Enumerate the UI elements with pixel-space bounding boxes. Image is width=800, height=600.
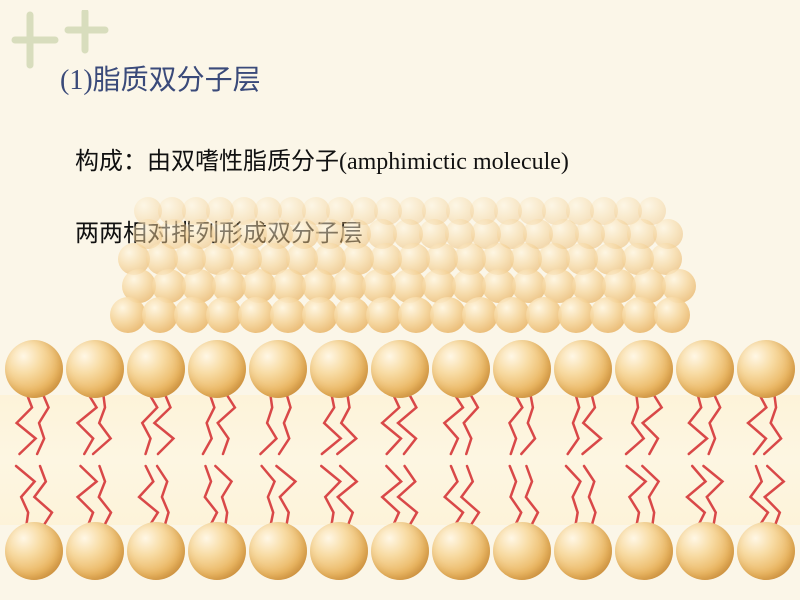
lipid-head-bottom — [737, 522, 795, 580]
lipid-tail — [203, 392, 214, 454]
lipid-head-top — [737, 340, 795, 398]
lipid-tail — [260, 392, 276, 454]
lipid-tail — [566, 466, 580, 528]
lipid-head-bottom — [249, 522, 307, 580]
lipid-head-top — [310, 340, 368, 398]
lipid-tail — [34, 466, 52, 528]
top-head-row — [0, 340, 800, 398]
lipid-head-top — [554, 340, 612, 398]
lipid-head-bottom — [493, 522, 551, 580]
decoration-cross-2 — [68, 12, 105, 50]
lipid-tail — [218, 392, 235, 454]
lipid-head-bottom — [676, 522, 734, 580]
lipid-tail — [337, 392, 356, 454]
lipid-tail — [464, 392, 478, 454]
lipid-tail — [398, 392, 416, 454]
lipid-head-bottom — [432, 522, 490, 580]
lipid-tail — [154, 392, 173, 454]
lipid-tail — [139, 466, 158, 528]
lipid-tail — [509, 392, 522, 454]
lipid-tail — [93, 392, 111, 454]
lipid-tail — [689, 392, 707, 454]
lipid-head-bottom — [127, 522, 185, 580]
lipid-head-top — [5, 340, 63, 398]
lipid-tail — [444, 392, 463, 454]
lipid-tail — [748, 392, 766, 454]
decoration-cross-1 — [15, 15, 55, 65]
lipid-tail — [709, 392, 720, 454]
lipid-tail — [703, 466, 722, 528]
lipid-head-bottom — [371, 522, 429, 580]
lipid-head-top — [493, 340, 551, 398]
lipid-tail — [78, 466, 97, 528]
lipid-head-bottom — [310, 522, 368, 580]
lipid-tail — [322, 392, 341, 454]
lipid-tail — [99, 466, 111, 528]
lipid-tail — [526, 466, 538, 528]
lipid-tail — [764, 392, 781, 454]
lipid-tail — [642, 466, 658, 528]
lipid-tail — [568, 392, 579, 454]
lipid-head-top — [66, 340, 124, 398]
lipid-tail — [765, 466, 784, 528]
lipid-tail — [215, 466, 231, 528]
lipid-tail — [398, 466, 417, 528]
lipid-tail — [521, 392, 535, 454]
lipid-tail — [643, 392, 662, 454]
lipid-tail — [17, 392, 36, 454]
lipid-tail — [582, 392, 601, 454]
lipid-tail — [37, 392, 48, 454]
section-heading: (1)脂质双分子层 — [60, 58, 261, 98]
lipid-tail — [687, 466, 706, 528]
lipid-tail — [510, 466, 521, 528]
lipid-head-top — [676, 340, 734, 398]
bottom-head-row — [0, 522, 800, 580]
lipid-bilayer-diagram — [0, 200, 800, 580]
subtitle-line-1: 构成：由双嗜性脂质分子(amphimictic molecule) — [75, 149, 569, 175]
lipid-tail — [338, 466, 357, 528]
lipid-head-bottom — [66, 522, 124, 580]
lipid-tail — [157, 466, 168, 528]
lipid-head-bottom — [5, 522, 63, 580]
lipid-tail — [584, 466, 595, 528]
lipid-head-bottom — [615, 522, 673, 580]
lipid-tail — [16, 466, 35, 528]
lipid-tail — [78, 392, 97, 454]
lipid-head-top — [432, 340, 490, 398]
lipid-tail — [276, 466, 295, 528]
lipid-head-top — [371, 340, 429, 398]
lipid-tail — [205, 466, 217, 528]
lipid-head-top — [615, 340, 673, 398]
lipid-head-bottom — [554, 522, 612, 580]
lipid-head-top — [249, 340, 307, 398]
lipid-head-top — [188, 340, 246, 398]
lipid-tail — [627, 466, 646, 528]
lipid-tail — [279, 392, 290, 454]
lipid-tail — [262, 466, 275, 528]
lipid-head-top — [127, 340, 185, 398]
lipid-head-bottom — [188, 522, 246, 580]
lipid-tail — [461, 466, 479, 528]
